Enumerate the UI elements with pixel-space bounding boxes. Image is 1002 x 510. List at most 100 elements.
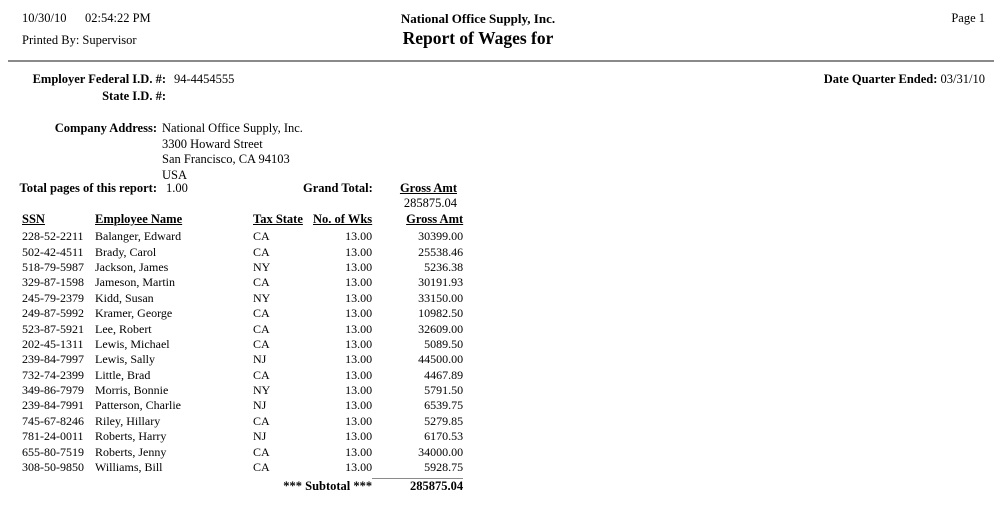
weeks-header: No. of Wks — [313, 212, 373, 226]
gross-amt-cell: 32609.00 — [418, 321, 464, 336]
table-row: 745-67-8246 Riley, Hillary CA 13.00 5279.85 — [22, 414, 463, 429]
ssn-cell: 781-24-0011 — [22, 429, 84, 444]
tax-state-cell: CA — [253, 367, 270, 382]
table-row: 518-79-5987 Jackson, James NY 13.00 5236.38 — [22, 260, 463, 275]
company-name: National Office Supply, Inc. — [400, 11, 556, 26]
weeks-cell: 13.00 — [345, 429, 373, 444]
table-row: 732-74-2399 Little, Brad CA 13.00 4467.89 — [22, 368, 463, 383]
tax-state-cell: NY — [253, 383, 271, 398]
table-row: 329-87-1598 Jameson, Martin CA 13.00 30191.9… — [22, 275, 463, 290]
employee-name-cell: Jameson, Martin — [95, 275, 175, 290]
weeks-cell: 13.00 — [345, 398, 373, 413]
ssn-cell: 655-80-7519 — [22, 444, 84, 459]
gross-amt-cell: 6170.53 — [424, 429, 464, 444]
gross-amt-cell: 33150.00 — [418, 290, 464, 305]
gross-amt-cell: 44500.00 — [418, 352, 464, 367]
company-address-line: USA — [162, 167, 188, 182]
grand-total-label: Grand Total: — [303, 181, 373, 195]
tax-state-cell: NJ — [253, 352, 267, 367]
gross-amt-cell: 5236.38 — [424, 259, 464, 274]
weeks-cell: 13.00 — [345, 413, 373, 428]
weeks-cell: 13.00 — [345, 306, 373, 321]
ssn-cell: 523-87-5921 — [22, 321, 84, 336]
tax-state-cell: CA — [253, 336, 270, 351]
header-divider — [8, 60, 994, 62]
subtotal-row: *** Subtotal *** 285875.04 — [22, 477, 464, 495]
employee-name-cell: Balanger, Edward — [95, 229, 182, 244]
date-quarter-ended: Date Quarter Ended: 03/31/10 — [824, 72, 985, 87]
gross-amt-cell: 25538.46 — [418, 244, 464, 259]
company-address-line: 3300 Howard Street — [162, 136, 263, 151]
employee-name-cell: Williams, Bill — [95, 460, 163, 475]
total-pages-label: Total pages of this report: — [19, 181, 158, 195]
employee-name-cell: Kramer, George — [95, 306, 173, 321]
page-number: Page 1 — [951, 11, 985, 25]
table-row: 655-80-7519 Roberts, Jenny CA 13.00 34000.00 — [22, 444, 463, 459]
table-header-row: SSN Employee Name Tax State No. of Wks G… — [22, 209, 463, 229]
employee-name-cell: Patterson, Charlie — [95, 398, 181, 413]
ssn-cell: 245-79-2379 — [22, 290, 84, 305]
employee-name-cell: Riley, Hillary — [95, 413, 161, 428]
employer-federal-id-label: Employer Federal I.D. #: — [32, 72, 166, 86]
tax-state-header: Tax State — [253, 212, 303, 226]
ssn-header: SSN — [22, 212, 45, 226]
weeks-cell: 13.00 — [345, 367, 373, 382]
employee-name-cell: Roberts, Jenny — [95, 444, 167, 459]
table-row: 349-86-7979 Morris, Bonnie NY 13.00 5791.50 — [22, 383, 463, 398]
ssn-cell: 502-42-4511 — [22, 244, 84, 259]
table-row: 308-50-9850 Williams, Bill CA 13.00 5928.75 — [22, 460, 463, 475]
gross-amt-cell: 30399.00 — [418, 229, 464, 244]
weeks-cell: 13.00 — [345, 383, 373, 398]
company-address-line: National Office Supply, Inc. — [162, 121, 303, 135]
gross-amt-cell: 5279.85 — [424, 413, 464, 428]
weeks-cell: 13.00 — [345, 275, 373, 290]
table-row: 228-52-2211 Balanger, Edward CA 13.00 30399.… — [22, 229, 463, 244]
weeks-cell: 13.00 — [345, 460, 373, 475]
ssn-cell: 308-50-9850 — [22, 460, 84, 475]
tax-state-cell: CA — [253, 321, 270, 336]
print-time: 02:54:22 PM — [85, 11, 151, 25]
ssn-cell: 518-79-5987 — [22, 259, 84, 274]
table-row: 502-42-4511 Brady, Carol CA 13.00 25538.46 — [22, 244, 463, 259]
subtotal-label: *** Subtotal *** — [283, 478, 373, 493]
gross-amt-header: Gross Amt — [406, 212, 464, 226]
table-row: 245-79-2379 Kidd, Susan NY 13.00 33150.00 — [22, 291, 463, 306]
table-row: 523-87-5921 Lee, Robert CA 13.00 32609.00 — [22, 321, 463, 336]
printed-by: Printed By: Supervisor — [22, 33, 137, 47]
wages-table: SSN Employee Name Tax State No. of Wks G… — [22, 209, 464, 495]
tax-state-cell: NY — [253, 290, 271, 305]
company-address-line: San Francisco, CA 94103 — [162, 152, 290, 167]
table-row: 781-24-0011 Roberts, Harry NJ 13.00 6170.53 — [22, 429, 463, 444]
employee-name-cell: Kidd, Susan — [95, 290, 154, 305]
ssn-cell: 202-45-1311 — [22, 336, 84, 351]
weeks-cell: 13.00 — [345, 290, 373, 305]
company-address-label: Company Address: — [54, 121, 157, 135]
gross-amt-cell: 10982.50 — [418, 306, 464, 321]
employee-name-header: Employee Name — [95, 212, 183, 226]
tax-state-cell: CA — [253, 229, 270, 244]
state-id-label: State I.D. #: — [102, 89, 166, 103]
ssn-cell: 239-84-7997 — [22, 352, 84, 367]
tax-state-cell: CA — [253, 444, 270, 459]
ssn-cell: 349-86-7979 — [22, 383, 84, 398]
employee-name-cell: Morris, Bonnie — [95, 383, 169, 398]
total-pages-value: 1.00 — [166, 181, 188, 195]
gross-amt-cell: 6539.75 — [424, 398, 464, 413]
weeks-cell: 13.00 — [345, 259, 373, 274]
wages-table-body: 228-52-2211 Balanger, Edward CA 13.00 30399.… — [22, 229, 463, 475]
tax-state-cell: CA — [253, 306, 270, 321]
employee-name-cell: Brady, Carol — [95, 244, 157, 259]
ssn-cell: 329-87-1598 — [22, 275, 84, 290]
employee-name-cell: Lewis, Sally — [95, 352, 155, 367]
tax-state-cell: NJ — [253, 398, 267, 413]
tax-state-cell: CA — [253, 413, 270, 428]
grand-total-value: 285875.04 — [403, 196, 457, 210]
weeks-cell: 13.00 — [345, 321, 373, 336]
gross-amt-cell: 4467.89 — [424, 367, 464, 382]
employee-name-cell: Roberts, Harry — [95, 429, 167, 444]
tax-state-cell: NJ — [253, 429, 267, 444]
gross-amt-cell: 34000.00 — [418, 444, 464, 459]
employee-name-cell: Lewis, Michael — [95, 336, 170, 351]
tax-state-cell: CA — [253, 460, 270, 475]
ssn-cell: 745-67-8246 — [22, 413, 84, 428]
